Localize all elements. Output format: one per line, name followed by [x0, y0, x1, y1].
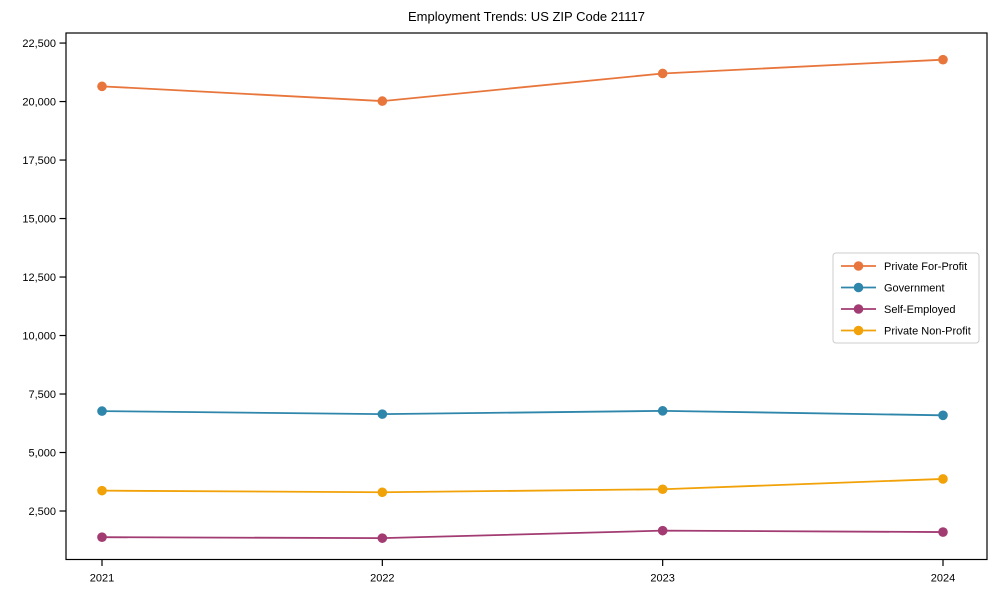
y-axis-tick-label: 17,500: [22, 155, 56, 167]
legend-label: Self-Employed: [884, 304, 956, 316]
x-axis-tick-label: 2023: [650, 573, 674, 585]
x-axis: 2021 2022 2023 2024: [90, 559, 955, 585]
data-point-self-employed-2024: [938, 527, 948, 537]
data-point-private-for-profit-2024: [938, 54, 948, 65]
data-point-private-non-profit-2023: [657, 484, 668, 495]
data-point-self-employed-2023: [657, 525, 668, 536]
legend: Private For-Profit Government Self-Employe…: [832, 252, 980, 344]
legend-entry-self-employed: Self-Employed: [841, 304, 956, 316]
data-point-government-2024: [938, 410, 948, 421]
series-self-employed: [97, 525, 948, 543]
data-point-self-employed-2021: [97, 532, 107, 543]
chart-title: Employment Trends: US ZIP Code 21117: [407, 9, 645, 24]
series-government: [97, 406, 948, 421]
data-point-private-non-profit-2024: [938, 474, 948, 484]
y-axis-tick-label: 5,000: [28, 448, 56, 460]
data-point-government-2023: [657, 406, 668, 416]
x-axis-tick-label: 2021: [90, 573, 114, 585]
y-axis-tick-label: 10,000: [22, 331, 56, 343]
legend-box: [832, 252, 980, 344]
x-axis-tick-label: 2022: [370, 573, 394, 585]
data-point-private-for-profit-2021: [97, 81, 107, 92]
series-line-self-employed: [101, 529, 944, 540]
data-point-private-for-profit-2022: [377, 96, 388, 106]
legend-label: Government: [884, 283, 945, 295]
series-private-for-profit: [97, 54, 948, 106]
y-axis-tick-label: 2,500: [28, 506, 56, 518]
series-private-non-profit: [97, 474, 948, 498]
legend-entry-government: Government: [841, 283, 945, 295]
series-line-private-for-profit: [101, 58, 944, 102]
y-axis-tick-label: 20,000: [22, 97, 56, 109]
legend-marker-private-for-profit: [853, 261, 864, 271]
x-axis-tick-label: 2024: [931, 573, 955, 585]
data-point-private-for-profit-2023: [657, 68, 668, 79]
y-axis-tick-label: 7,500: [28, 389, 56, 401]
data-point-private-non-profit-2021: [97, 485, 107, 496]
legend-entry-private-non-profit: Private Non-Profit: [841, 326, 971, 338]
data-point-government-2021: [97, 406, 107, 416]
legend-marker-government: [853, 282, 864, 293]
y-axis: 2,500 5,000 7,500 10,000 12,500 15,000 17,500 2…: [22, 38, 66, 518]
data-point-self-employed-2022: [377, 533, 388, 543]
y-axis-tick-label: 15,000: [22, 214, 56, 226]
data-point-private-non-profit-2022: [377, 487, 388, 498]
plot-frame: [65, 32, 988, 561]
y-axis-tick-label: 22,500: [22, 38, 56, 50]
legend-marker-self-employed: [853, 304, 864, 314]
legend-label: Private Non-Profit: [884, 326, 971, 338]
series-line-private-non-profit: [101, 478, 944, 494]
series-line-government: [101, 409, 944, 417]
legend-marker-private-non-profit: [853, 325, 864, 336]
legend-label: Private For-Profit: [884, 261, 967, 273]
legend-entry-private-for-profit: Private For-Profit: [841, 261, 967, 273]
y-axis-tick-label: 12,500: [22, 272, 56, 284]
data-point-government-2022: [377, 409, 388, 419]
